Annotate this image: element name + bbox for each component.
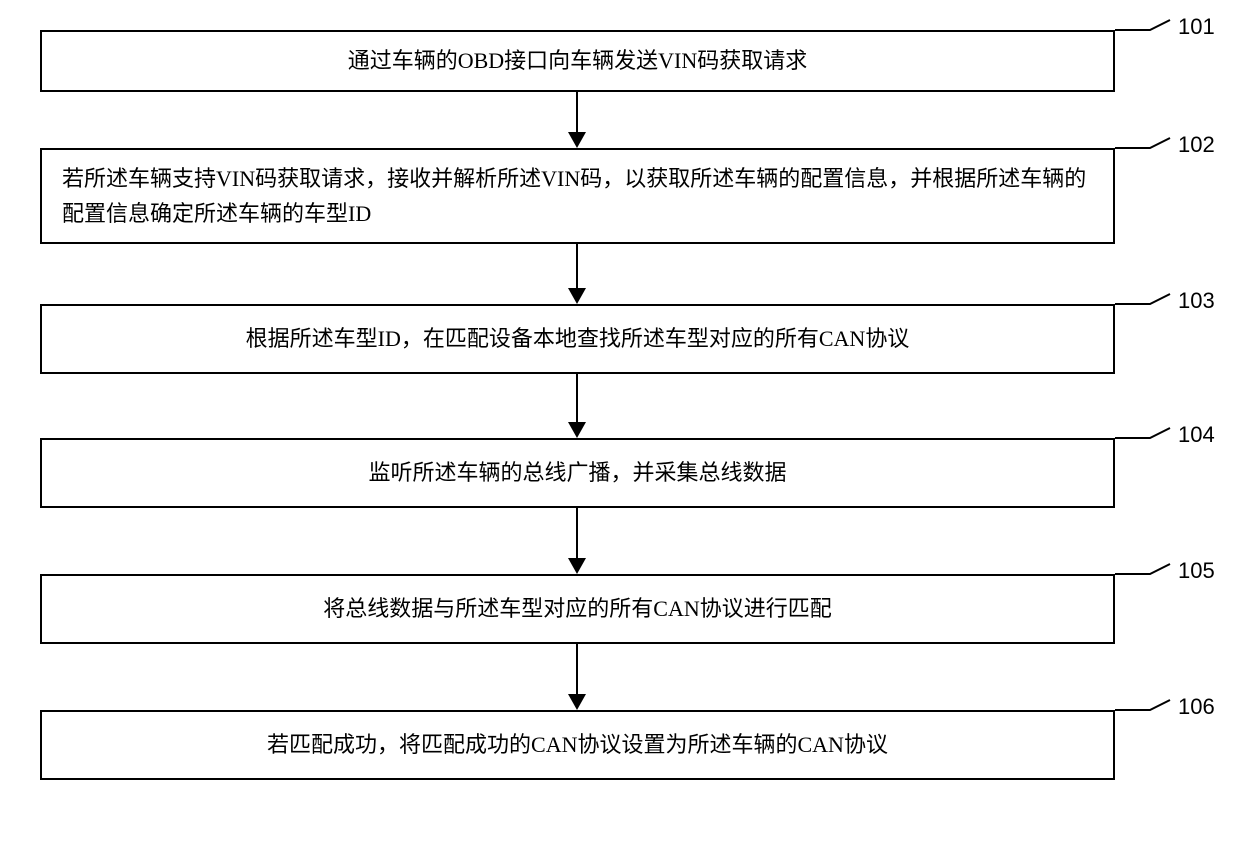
flowchart-canvas: 通过车辆的OBD接口向车辆发送VIN码获取请求 101 若所述车辆支持VIN码获… [0, 0, 1240, 867]
step-label-106: 106 [1178, 694, 1215, 720]
leader-106 [0, 0, 1240, 867]
